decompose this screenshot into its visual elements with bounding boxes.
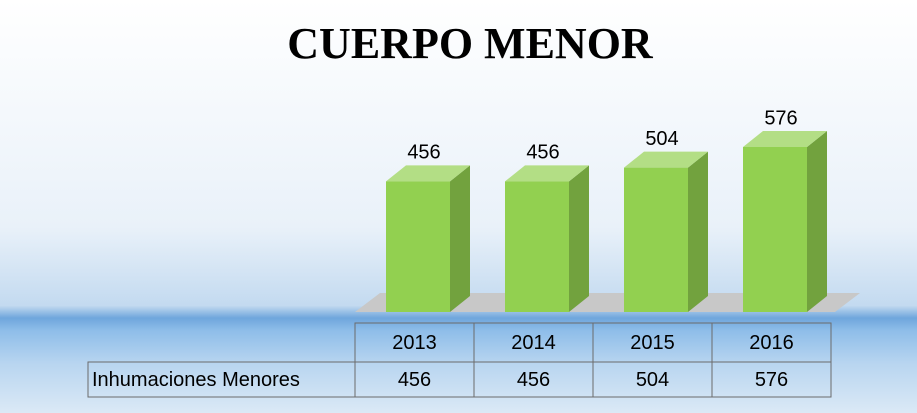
bar-top: [386, 165, 470, 182]
bar: [505, 181, 569, 312]
bar-side: [450, 165, 470, 312]
bar: [386, 181, 450, 312]
table-value: 576: [755, 369, 788, 391]
bar-top: [624, 151, 708, 168]
bar: [743, 147, 807, 312]
bar-side: [688, 151, 708, 312]
chart-title: CUERPO MENOR: [287, 19, 654, 68]
table-value: 456: [517, 369, 550, 391]
data-label: 504: [645, 128, 678, 150]
table-value: 456: [398, 369, 431, 391]
x-tick-label: 2014: [511, 332, 556, 354]
bar: [624, 167, 688, 312]
x-tick-label: 2016: [749, 332, 794, 354]
table-cell: [711, 361, 832, 398]
data-label: 576: [764, 107, 797, 129]
floor: [355, 293, 860, 312]
x-tick-label: 2015: [630, 332, 675, 354]
bar-side: [569, 165, 589, 312]
bar-top: [505, 165, 589, 182]
bar-top: [743, 131, 827, 147]
data-label: 456: [407, 142, 440, 164]
bar-side: [807, 131, 827, 312]
table-cell: [87, 361, 356, 398]
legend-entry: Inhumaciones Menores: [92, 369, 300, 391]
data-label: 456: [526, 142, 559, 164]
x-tick-label: 2013: [392, 332, 437, 354]
table-value: 504: [636, 369, 669, 391]
